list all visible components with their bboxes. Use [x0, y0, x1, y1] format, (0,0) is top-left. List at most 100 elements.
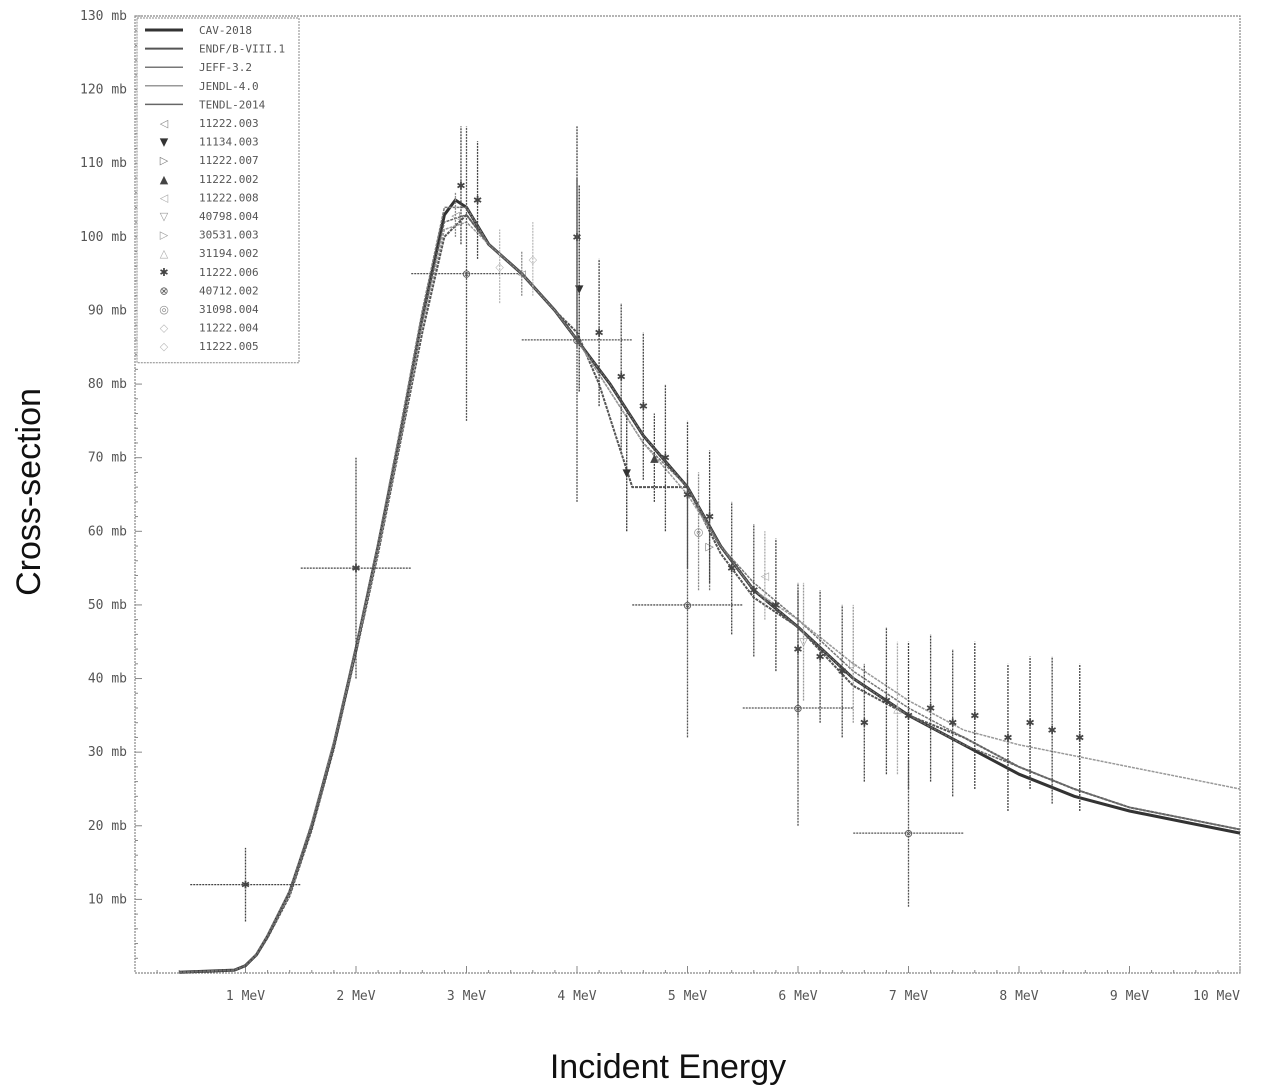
data-point-11222-006: ✱ [639, 333, 648, 480]
legend-label: 11222.007 [199, 154, 259, 167]
point-marker: ⊗ [462, 268, 471, 281]
legend-label: 31194.002 [199, 247, 259, 260]
point-marker: ✱ [594, 327, 603, 340]
y-tick-label: 60 mb [88, 524, 127, 539]
data-point-11134-003: ▼ [575, 185, 584, 391]
point-marker: ✱ [926, 702, 935, 715]
point-marker: ◁ [451, 209, 460, 222]
legend-label: TENDL-2014 [199, 98, 266, 111]
x-tick-label: 6 MeV [778, 989, 817, 1004]
point-marker: ⊗ [572, 334, 581, 347]
point-marker: ✱ [473, 194, 482, 207]
legend-swatch-marker: △ [160, 247, 169, 260]
x-tick-label: 9 MeV [1110, 989, 1149, 1004]
point-marker: ▼ [622, 466, 631, 479]
data-point-11222-006: ✱ [749, 524, 758, 657]
legend-swatch-marker: ◇ [160, 340, 169, 353]
legend-label: ENDF/B-VIII.1 [199, 43, 285, 56]
legend-swatch-marker: ▷ [160, 229, 169, 242]
x-tick-label: 3 MeV [447, 989, 486, 1004]
legend-label: 11222.008 [199, 191, 259, 204]
point-marker: ✱ [860, 717, 869, 730]
y-tick-label: 80 mb [88, 377, 127, 392]
data-point-11222-006: ✱ [456, 126, 465, 244]
point-marker: ▼ [575, 282, 584, 295]
point-marker: ✱ [970, 709, 979, 722]
data-point-31194-002: △ [893, 642, 902, 775]
point-marker: ✱ [771, 599, 780, 612]
y-tick-label: 100 mb [80, 230, 127, 245]
data-point-11222-006: ✱ [705, 450, 714, 583]
legend-label: JENDL-4.0 [199, 80, 259, 93]
legend-label: 30531.003 [199, 229, 259, 242]
y-tick-label: 30 mb [88, 745, 127, 760]
legend-label: 11222.003 [199, 117, 259, 130]
point-marker: ◁ [518, 268, 527, 281]
point-marker: ⊗ [793, 702, 802, 715]
legend: CAV-2018ENDF/B-VIII.1JEFF-3.2JENDL-4.0TE… [137, 18, 299, 363]
data-point-11222-006: ✱ [683, 421, 692, 568]
point-marker: ◁ [761, 569, 770, 582]
legend-swatch-marker: ◁ [160, 117, 169, 130]
data-point-11222-006: ✱ [473, 141, 482, 259]
point-marker: ✱ [1048, 724, 1057, 737]
y-tick-label: 120 mb [80, 83, 127, 98]
legend-swatch-marker: ◇ [160, 322, 169, 335]
point-marker: ✱ [1075, 731, 1084, 744]
data-point-30531-003: ▷ [849, 605, 858, 723]
y-tick-label: 40 mb [88, 672, 127, 687]
legend-label: 40798.004 [199, 210, 259, 223]
data-point-11222-006: ✱ [301, 458, 412, 679]
point-marker: ✱ [838, 665, 847, 678]
x-tick-label: 8 MeV [999, 989, 1038, 1004]
data-point-11222-006: ✱ [838, 605, 847, 738]
series-line-tendl-2014 [179, 215, 1240, 973]
point-marker: ✱ [351, 562, 360, 575]
data-point-40712-002: ⊗ [411, 126, 522, 420]
data-point-11222-004: ◇ [495, 229, 504, 303]
data-point-11222-003: ◁ [451, 193, 460, 237]
data-point-11222-006: ✱ [970, 642, 979, 789]
legend-swatch-marker: ✱ [159, 266, 168, 279]
point-marker: ✱ [1025, 717, 1034, 730]
data-point-40712-002: ⊗ [632, 472, 743, 737]
legend-label: 11222.005 [199, 340, 259, 353]
data-point-11222-006: ✱ [815, 590, 824, 723]
legend-swatch-marker: ▽ [160, 210, 169, 223]
y-tick-label: 50 mb [88, 598, 127, 613]
data-point-11222-006: ✱ [882, 627, 891, 774]
x-tick-label: 2 MeV [336, 989, 375, 1004]
data-point-11222-003: ◁ [518, 252, 527, 296]
legend-swatch-marker: ▲ [160, 173, 169, 186]
point-marker: ✱ [617, 371, 626, 384]
point-marker: ▷ [849, 658, 858, 671]
x-tick-label: 10 MeV [1193, 989, 1240, 1004]
point-marker: ✱ [639, 400, 648, 413]
data-point-11222-002: ▲ [650, 414, 659, 502]
y-tick-label: 130 mb [80, 9, 127, 24]
data-point-11222-006: ✱ [661, 384, 670, 531]
legend-label: CAV-2018 [199, 24, 252, 37]
legend-swatch-marker: ⊗ [159, 284, 168, 297]
data-point-11222-006: ✱ [948, 649, 957, 796]
data-point-11222-006: ✱ [771, 539, 780, 672]
legend-label: 11134.003 [199, 136, 259, 149]
point-marker: ▲ [650, 452, 659, 465]
x-tick-label: 1 MeV [226, 989, 265, 1004]
data-point-11222-006: ✱ [617, 303, 626, 450]
point-marker: ✱ [661, 452, 670, 465]
data-point-11222-006: ✱ [1003, 664, 1012, 811]
point-marker: ✱ [456, 179, 465, 192]
x-tick-label: 4 MeV [557, 989, 596, 1004]
series-line-jendl-4-0 [179, 222, 1240, 972]
point-marker: ✱ [948, 717, 957, 730]
legend-label: 11222.006 [199, 266, 259, 279]
point-marker: ✱ [904, 709, 913, 722]
data-points-layer: ◁◁▼▼▷▲◁▽▷△✱✱✱✱✱✱✱✱✱✱✱✱✱✱✱✱✱✱✱✱✱✱✱✱✱✱✱⊗⊗⊗… [190, 126, 1084, 921]
data-point-11222-006: ✱ [594, 259, 603, 406]
data-point-11134-003: ▼ [622, 414, 631, 532]
legend-label: 40712.002 [199, 284, 259, 297]
y-axis-title: Cross-section [10, 388, 48, 596]
data-point-11222-006: ✱ [727, 502, 736, 635]
